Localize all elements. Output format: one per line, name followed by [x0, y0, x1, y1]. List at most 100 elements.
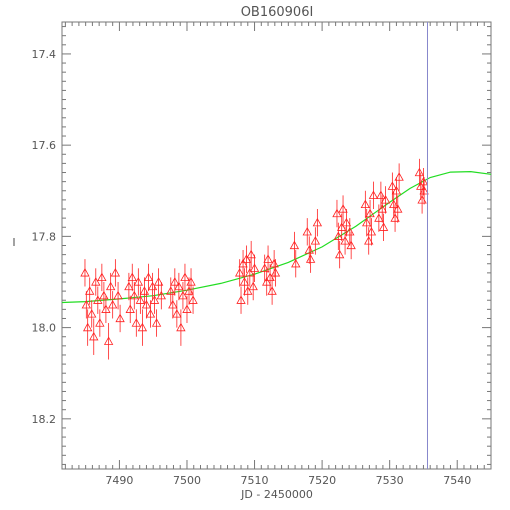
triangle-marker	[368, 190, 379, 199]
data-point	[416, 172, 426, 200]
data-point	[302, 218, 312, 246]
data-point	[99, 281, 109, 310]
data-point	[387, 172, 398, 200]
plot-frame	[61, 21, 492, 470]
triangle-marker	[394, 172, 404, 181]
triangle-marker	[302, 226, 312, 236]
triangle-marker	[85, 286, 95, 295]
data-point	[91, 268, 101, 296]
data-point	[139, 277, 150, 305]
triangle-marker	[103, 336, 114, 345]
x-tick-label: 7530	[376, 474, 404, 487]
triangle-marker	[389, 199, 399, 209]
triangle-marker	[243, 286, 253, 295]
triangle-marker	[263, 254, 273, 263]
triangle-marker	[310, 236, 321, 245]
triangle-marker	[376, 190, 386, 199]
data-point	[124, 272, 134, 301]
triangle-marker	[113, 290, 123, 300]
data-point	[186, 268, 196, 296]
data-point	[103, 323, 114, 360]
triangle-marker	[174, 281, 184, 291]
data-point	[366, 218, 377, 246]
triangle-marker	[270, 268, 281, 277]
data-point	[376, 181, 386, 210]
data-point	[107, 291, 118, 319]
triangle-marker	[172, 309, 182, 318]
triangle-marker	[115, 313, 125, 323]
data-point	[394, 163, 404, 191]
data-point	[125, 295, 135, 324]
triangle-marker	[182, 304, 192, 313]
data-point	[143, 263, 154, 292]
triangle-marker	[149, 295, 160, 304]
triangle-marker	[91, 277, 101, 286]
triangle-marker	[262, 277, 272, 286]
triangle-marker	[95, 318, 105, 327]
data-point	[332, 199, 342, 228]
triangle-marker	[390, 213, 400, 222]
data-point	[147, 272, 158, 301]
triangle-marker	[141, 299, 152, 309]
data-point	[133, 268, 144, 296]
data-point	[378, 213, 389, 241]
triangle-marker	[393, 204, 403, 213]
data-point	[137, 309, 148, 346]
triangle-marker	[418, 176, 429, 186]
data-point	[360, 190, 371, 219]
triangle-marker	[338, 204, 348, 213]
data-point	[291, 250, 301, 278]
triangle-marker	[105, 281, 116, 291]
x-tick-label: 7520	[308, 474, 336, 487]
triangle-marker	[236, 295, 246, 304]
y-axis-label: I	[12, 236, 15, 249]
data-point	[156, 281, 166, 310]
data-point	[188, 286, 198, 314]
triangle-marker	[249, 263, 260, 272]
triangle-marker	[151, 318, 162, 327]
triangle-marker	[166, 286, 176, 295]
data-point	[82, 309, 93, 346]
data-point	[131, 309, 141, 337]
triangle-marker	[269, 258, 279, 268]
triangle-marker	[289, 240, 300, 250]
data-point	[166, 277, 176, 305]
triangle-marker	[332, 208, 342, 218]
triangle-marker	[147, 281, 158, 291]
triangle-marker	[238, 258, 248, 268]
triangle-marker	[377, 204, 387, 213]
data-point	[338, 195, 348, 223]
x-tick-label: 7500	[173, 474, 201, 487]
triangle-marker	[291, 258, 301, 268]
data-point	[93, 286, 103, 314]
data-point	[310, 227, 321, 255]
triangle-marker	[81, 299, 92, 309]
triangle-marker	[139, 286, 150, 295]
data-point	[135, 286, 146, 314]
triangle-marker	[180, 272, 190, 282]
triangle-marker	[178, 290, 188, 300]
triangle-marker	[267, 286, 277, 295]
triangle-marker	[366, 226, 377, 236]
y-tick-label: 17.4	[32, 48, 57, 61]
triangle-marker	[245, 268, 255, 277]
axis-ticks: 7490 7500 7510 7520 7530 7540 17.4 17.6 17.8 18.0…	[32, 22, 492, 487]
data-point	[312, 209, 323, 237]
triangle-marker	[82, 322, 93, 332]
triangle-marker	[333, 231, 343, 240]
data-point	[377, 195, 387, 223]
plot-border	[61, 21, 492, 470]
triangle-marker	[387, 181, 398, 190]
triangle-marker	[414, 167, 425, 177]
triangle-marker	[176, 322, 186, 332]
observation-layer	[80, 158, 429, 360]
x-axis-label: JD - 2450000	[240, 488, 313, 501]
triangle-marker	[265, 272, 275, 282]
data-point	[390, 204, 400, 232]
y-tick-label: 17.6	[32, 139, 57, 152]
x-tick-label: 7510	[241, 474, 269, 487]
data-point	[178, 281, 188, 310]
triangle-marker	[365, 208, 375, 218]
triangle-marker	[93, 295, 103, 304]
